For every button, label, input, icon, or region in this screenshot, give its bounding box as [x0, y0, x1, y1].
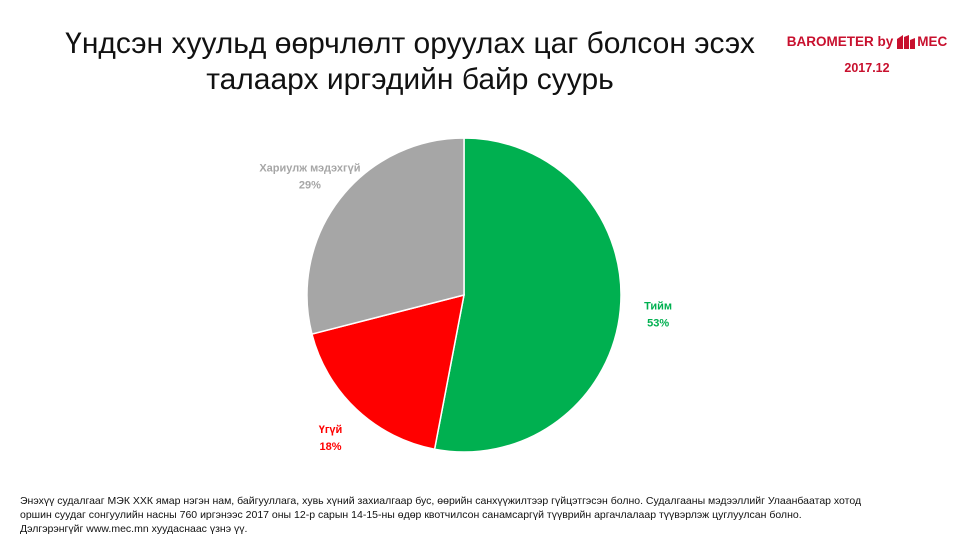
chart-title: Үндсэн хуульд өөрчлөлт оруулах цаг болсо…: [40, 26, 780, 98]
pie-slice-label: Тийм 53%: [644, 300, 672, 329]
pie-slice-label: Үгүй 18%: [319, 424, 343, 453]
brand-date: 2017.12: [844, 61, 890, 75]
pie-slice-category-label: Хариулж мэдэхгүй: [259, 163, 360, 175]
chart-title-line-1: Үндсэн хуульд өөрчлөлт оруулах цаг болсо…: [65, 27, 755, 60]
brand-logo-row: BAROMETER by MEC: [782, 33, 952, 51]
brand-mark: MEC: [917, 34, 948, 49]
pie-slice: [433, 137, 622, 453]
pie-slice-category-label: Үгүй: [319, 424, 343, 436]
pie-slice: [311, 293, 465, 451]
brand-block: BAROMETER by MEC 2017.12: [782, 33, 952, 77]
mec-logo-icon: [897, 35, 916, 49]
pie-slice-value-label: 18%: [319, 441, 341, 453]
footnote-line-3: Дэлгэрэнгүйг www.mec.mn хуудаснаас үзнэ …: [20, 523, 248, 535]
pie-slice-category-label: Тийм: [644, 300, 672, 312]
pie-slice-label: Хариулж мэдэхгүй 29%: [259, 163, 360, 192]
brand-name: BAROMETER by: [786, 34, 894, 49]
pie-slice-value-label: 53%: [647, 317, 669, 329]
chart-title-line-2: талаарх иргэдийн байр суурь: [206, 63, 614, 96]
footnote: Энэхүү судалгааг МЭК ХХК ямар нэгэн нам,…: [20, 494, 942, 536]
pie-slice-value-label: 29%: [299, 180, 321, 192]
footnote-line-2: оршин суудаг сонгуулийн насны 760 иргэнэ…: [20, 509, 802, 521]
pie-slice: [306, 137, 465, 335]
footnote-line-1: Энэхүү судалгааг МЭК ХХК ямар нэгэн нам,…: [20, 495, 862, 507]
